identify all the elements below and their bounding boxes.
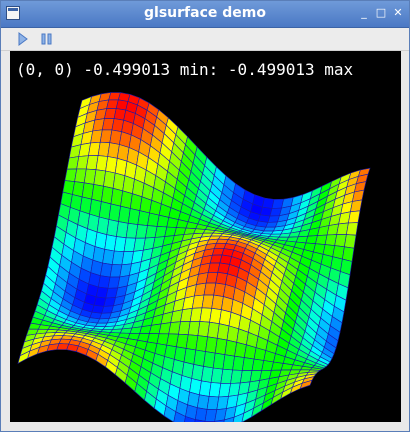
window-menu-icon[interactable]	[6, 6, 20, 20]
gl-surface-canvas[interactable]: (0, 0) -0.499013 min: -0.499013 max	[10, 51, 401, 422]
surface-quad	[344, 234, 357, 249]
toolbar	[1, 28, 409, 51]
value-readout: (0, 0) -0.499013 min: -0.499013 max	[16, 60, 354, 79]
surface-quad	[163, 405, 177, 422]
minimize-button[interactable]: _	[361, 6, 367, 19]
surface-quad	[173, 411, 186, 422]
play-button[interactable]	[15, 31, 31, 47]
pause-icon	[41, 33, 52, 45]
pause-button[interactable]	[39, 31, 55, 47]
surface-quad	[348, 210, 361, 224]
close-button[interactable]: ✕	[393, 6, 403, 19]
surface-quad	[204, 420, 216, 422]
surface-quad	[346, 222, 359, 236]
surface-quad	[214, 419, 225, 422]
maximize-button[interactable]: □	[375, 6, 387, 19]
surface-quad	[184, 416, 196, 422]
surface-quad	[194, 419, 206, 422]
window-title: glsurface demo	[144, 5, 266, 21]
surface-quad	[299, 379, 313, 389]
surface-quad	[223, 416, 235, 422]
surface-plot	[17, 92, 371, 422]
surface-quad	[232, 412, 245, 422]
play-icon	[18, 32, 28, 46]
title-bar[interactable]: glsurface demo _ □ ✕	[1, 1, 409, 28]
surface-quad	[350, 199, 363, 213]
